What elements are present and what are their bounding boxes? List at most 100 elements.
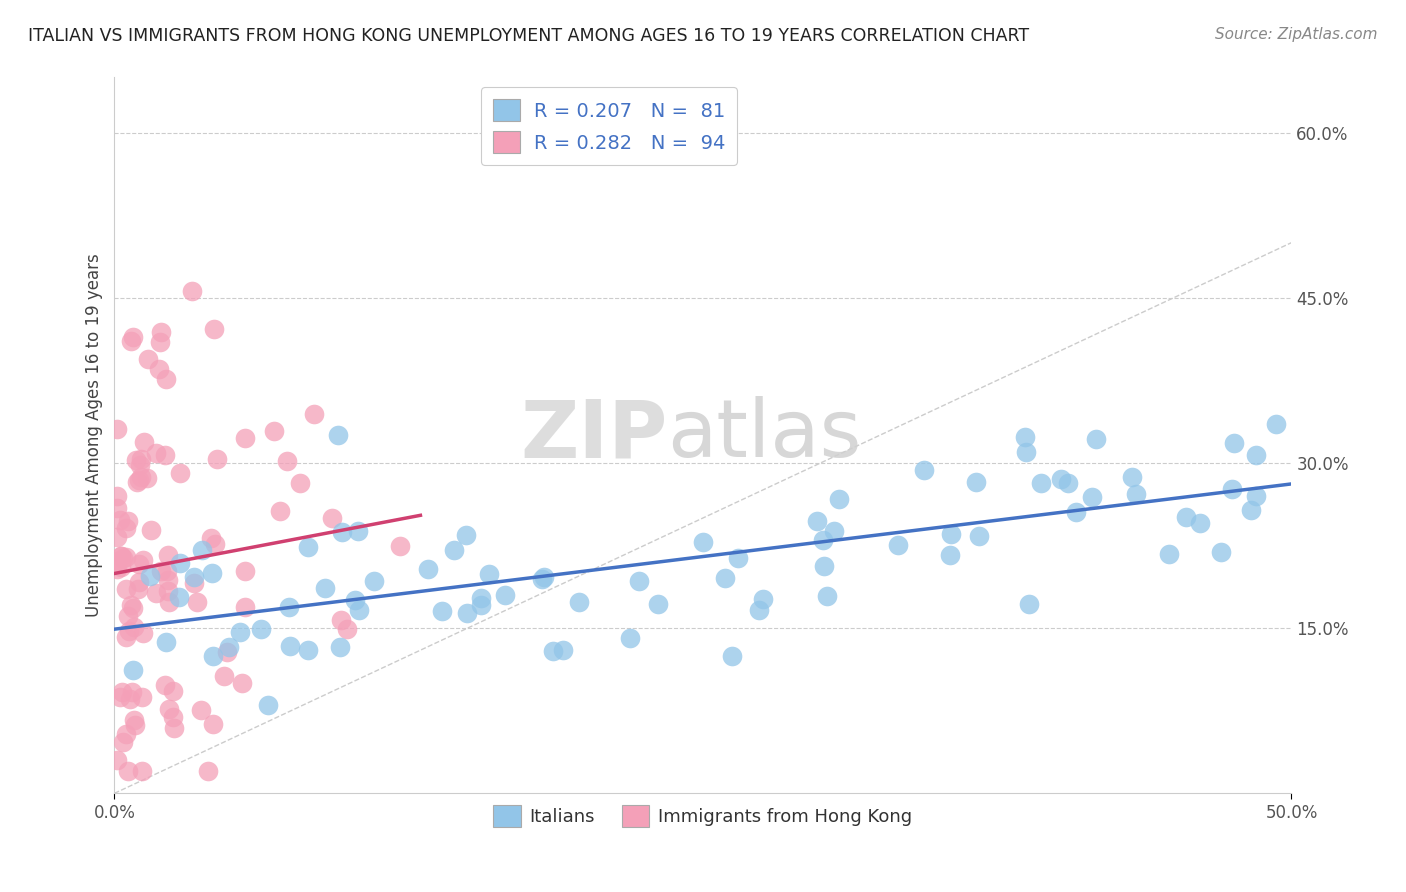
- Point: [162, 684, 184, 698]
- Point: [129, 470, 152, 484]
- Point: [1125, 487, 1147, 501]
- Point: [628, 574, 651, 589]
- Point: [149, 334, 172, 349]
- Point: [432, 604, 454, 618]
- Point: [131, 764, 153, 779]
- Point: [533, 570, 555, 584]
- Point: [197, 764, 219, 779]
- Point: [250, 622, 273, 636]
- Point: [714, 571, 737, 585]
- Point: [115, 727, 138, 741]
- Point: [1240, 503, 1263, 517]
- Point: [263, 424, 285, 438]
- Text: atlas: atlas: [668, 396, 862, 475]
- Point: [1223, 435, 1246, 450]
- Point: [132, 625, 155, 640]
- Point: [1157, 547, 1180, 561]
- Point: [155, 634, 177, 648]
- Point: [815, 589, 838, 603]
- Point: [887, 538, 910, 552]
- Point: [1029, 475, 1052, 490]
- Point: [470, 591, 492, 605]
- Text: ZIP: ZIP: [520, 396, 668, 475]
- Point: [200, 531, 222, 545]
- Point: [297, 540, 319, 554]
- Point: [1018, 597, 1040, 611]
- Point: [202, 649, 225, 664]
- Point: [169, 466, 191, 480]
- Point: [201, 566, 224, 581]
- Point: [218, 640, 240, 655]
- Point: [288, 475, 311, 490]
- Point: [111, 685, 134, 699]
- Point: [828, 491, 851, 506]
- Point: [128, 473, 150, 487]
- Point: [336, 622, 359, 636]
- Point: [215, 645, 238, 659]
- Point: [105, 530, 128, 544]
- Point: [1015, 445, 1038, 459]
- Point: [201, 717, 224, 731]
- Point: [153, 678, 176, 692]
- Point: [125, 475, 148, 489]
- Point: [343, 592, 366, 607]
- Point: [107, 554, 129, 568]
- Point: [204, 537, 226, 551]
- Point: [912, 463, 935, 477]
- Point: [132, 434, 155, 449]
- Point: [110, 560, 132, 574]
- Point: [965, 475, 987, 489]
- Point: [314, 581, 336, 595]
- Point: [186, 595, 208, 609]
- Point: [148, 362, 170, 376]
- Point: [149, 564, 172, 578]
- Point: [1066, 505, 1088, 519]
- Point: [183, 576, 205, 591]
- Point: [939, 548, 962, 562]
- Point: [748, 603, 770, 617]
- Point: [233, 431, 256, 445]
- Point: [127, 582, 149, 597]
- Point: [145, 445, 167, 459]
- Point: [139, 523, 162, 537]
- Point: [131, 690, 153, 704]
- Point: [114, 521, 136, 535]
- Point: [117, 609, 139, 624]
- Point: [105, 422, 128, 436]
- Point: [329, 614, 352, 628]
- Point: [967, 529, 990, 543]
- Point: [541, 644, 564, 658]
- Point: [1265, 417, 1288, 431]
- Point: [114, 582, 136, 597]
- Point: [280, 639, 302, 653]
- Point: [811, 533, 834, 548]
- Point: [823, 524, 845, 539]
- Point: [191, 542, 214, 557]
- Point: [297, 643, 319, 657]
- Point: [346, 524, 368, 538]
- Point: [1189, 516, 1212, 530]
- Point: [105, 561, 128, 575]
- Point: [105, 501, 128, 516]
- Point: [128, 557, 150, 571]
- Point: [120, 334, 142, 349]
- Point: [145, 585, 167, 599]
- Point: [156, 564, 179, 578]
- Point: [153, 448, 176, 462]
- Point: [443, 543, 465, 558]
- Point: [132, 553, 155, 567]
- Point: [124, 717, 146, 731]
- Point: [110, 549, 132, 563]
- Point: [721, 649, 744, 664]
- Point: [233, 600, 256, 615]
- Point: [1050, 472, 1073, 486]
- Point: [692, 535, 714, 549]
- Point: [118, 624, 141, 639]
- Point: [478, 566, 501, 581]
- Point: [416, 562, 439, 576]
- Point: [456, 607, 478, 621]
- Point: [231, 676, 253, 690]
- Point: [277, 599, 299, 614]
- Point: [813, 558, 835, 573]
- Point: [136, 471, 159, 485]
